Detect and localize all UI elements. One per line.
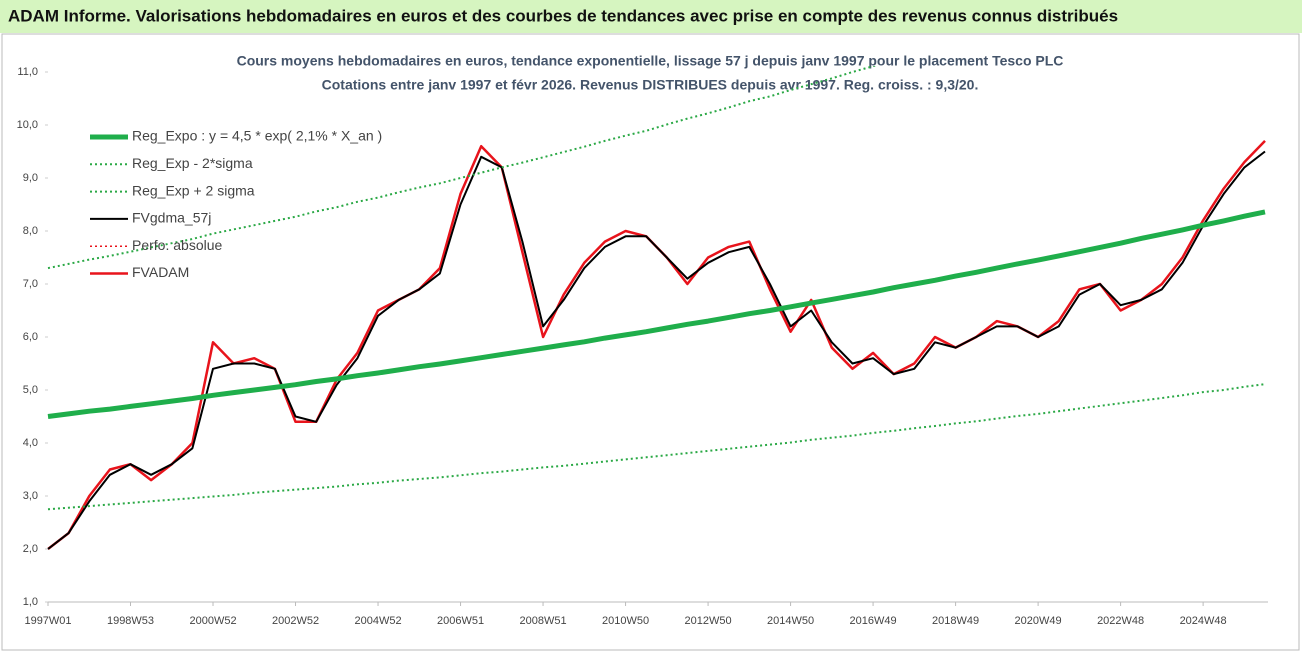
y-tick-label: 4,0: [23, 437, 38, 449]
x-tick-label: 2012W50: [685, 615, 732, 627]
x-tick-label: 2000W52: [189, 615, 236, 627]
y-tick-label: 5,0: [23, 384, 38, 396]
y-tick-label: 8,0: [23, 225, 38, 237]
x-tick-label: 1997W01: [24, 615, 71, 627]
legend-label: FVgdma_57j: [132, 210, 211, 226]
y-tick-label: 1,0: [23, 596, 38, 608]
legend-label: Reg_Exp + 2 sigma: [132, 182, 255, 198]
header: ADAM Informe. Valorisations hebdomadaire…: [8, 6, 1118, 25]
x-tick-label: 2022W48: [1097, 615, 1144, 627]
y-tick-label: 2,0: [23, 543, 38, 555]
x-tick-label: 2014W50: [767, 615, 814, 627]
series-line: [47, 383, 1266, 511]
chart-border: [1, 33, 1300, 651]
y-tick-label: 3,0: [23, 490, 38, 502]
legend-label: Reg_Expo : y = 4,5 * exp( 2,1% * X_an ): [132, 128, 382, 144]
x-tick-label: 2024W48: [1180, 615, 1227, 627]
series-line: [47, 150, 1266, 550]
x-tick-label: 2010W50: [602, 615, 649, 627]
chart-title: Cours moyens hebdomadaires en euros, ten…: [237, 53, 1064, 69]
chart-subtitle: Cotations entre janv 1997 et févr 2026. …: [322, 77, 979, 93]
plot-area: [47, 66, 1266, 550]
legend-label: Perfo. absolue: [132, 237, 222, 253]
x-tick-label: 2002W52: [272, 615, 319, 627]
x-tick-label: 1998W53: [107, 615, 154, 627]
x-tick-label: 2018W49: [932, 615, 979, 627]
legend-label: Reg_Exp - 2*sigma: [132, 155, 253, 171]
y-tick-label: 9,0: [23, 172, 38, 184]
series-line: [47, 209, 1266, 419]
header-bar: [0, 0, 1302, 33]
x-tick-label: 2004W52: [354, 615, 401, 627]
y-tick-label: 11,0: [17, 66, 38, 78]
y-tick-label: 10,0: [17, 119, 38, 131]
x-tick-label: 2008W51: [520, 615, 567, 627]
x-tick-label: 2006W51: [437, 615, 484, 627]
y-tick-label: 6,0: [23, 331, 38, 343]
y-tick-label: 7,0: [23, 278, 38, 290]
legend-label: FVADAM: [132, 264, 189, 280]
x-tick-label: 2020W49: [1015, 615, 1062, 627]
x-tick-label: 2016W49: [850, 615, 897, 627]
